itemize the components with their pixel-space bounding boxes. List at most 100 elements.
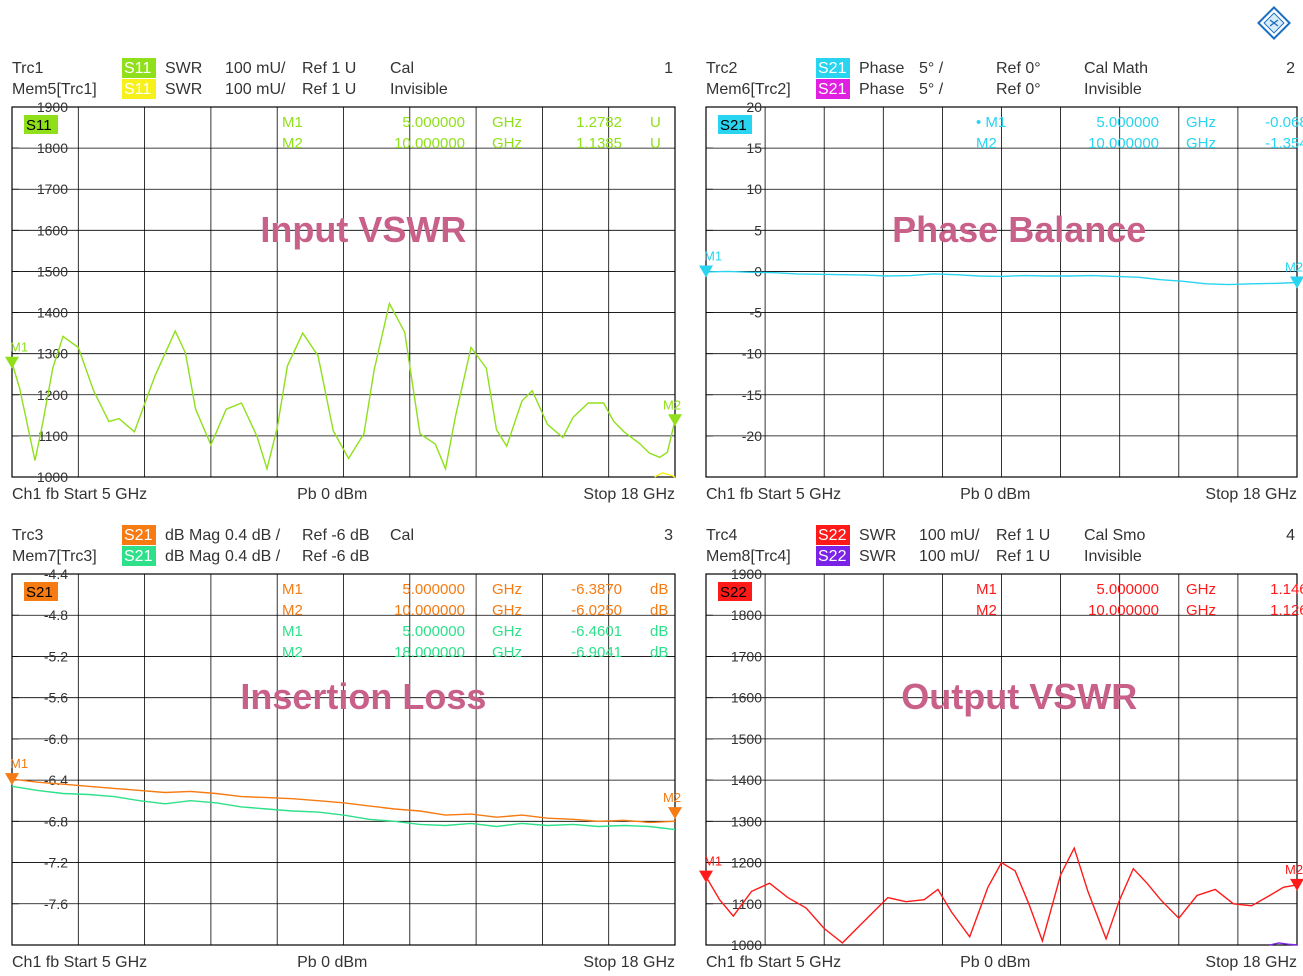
marker-triangle [5, 773, 19, 786]
y-tick-label: 1400 [731, 772, 762, 788]
y-tick-label: -7.2 [44, 855, 68, 871]
marker-value: -6.9041 [571, 644, 622, 661]
marker-frequency-unit: GHz [1186, 135, 1216, 152]
marker-triangle [5, 356, 19, 369]
y-tick-label: 1000 [731, 937, 762, 953]
trace-badge: S22 [818, 548, 847, 565]
y-tick-label: 1400 [37, 305, 68, 321]
trace-label: S21 [26, 584, 53, 601]
trace-badge-bg [816, 79, 850, 99]
marker-point-label: M2 [1285, 862, 1303, 877]
y-tick-label: 1200 [37, 387, 68, 403]
marker-name: M1 [282, 114, 303, 131]
charts-layer: Trc1 S11 SWR 100 mU/Ref 1 U Cal Mem5[Trc1] S11… [5, 58, 1303, 971]
trace-ref: Ref 1 U [996, 527, 1050, 544]
chart-panel-1: Trc1 S11 SWR 100 mU/Ref 1 U Cal Mem5[Trc1] S11… [5, 58, 682, 503]
trace-badge: S11 [124, 81, 151, 98]
marker-value-unit: dB [650, 623, 668, 640]
rohde-schwarz-logo [1257, 6, 1291, 40]
y-tick-label: -6.8 [44, 813, 68, 829]
marker-triangle [699, 265, 713, 278]
trace-label-bg [24, 582, 58, 601]
trace-label: S11 [26, 117, 52, 134]
footer-stop: Stop 18 GHz [583, 954, 675, 971]
trace-status: Invisible [1084, 548, 1142, 565]
marker-name: M2 [976, 135, 997, 152]
marker-frequency-unit: GHz [492, 644, 522, 661]
marker-value-unit: U [650, 135, 661, 152]
y-tick-label: 5 [754, 222, 762, 238]
trace-name: Trc4 [706, 527, 738, 544]
marker-frequency: 5.000000 [402, 623, 465, 640]
trace-name: Mem5[Trc1] [12, 81, 97, 98]
marker-value-unit: dB [650, 644, 668, 661]
marker-triangle [1290, 276, 1303, 289]
y-tick-label: 1800 [37, 140, 68, 156]
panel-title: Phase Balance [892, 209, 1146, 250]
trace-label-bg [718, 115, 752, 134]
marker-frequency: 18.000000 [394, 644, 465, 661]
y-tick-label: -5.6 [44, 690, 68, 706]
panel-title: Output VSWR [901, 676, 1137, 717]
trace-ref: Ref 1 U [996, 548, 1050, 565]
trace-badge-bg [122, 79, 156, 99]
trace-badge: S21 [818, 60, 847, 77]
marker-value: -6.3870 [571, 581, 622, 598]
y-tick-label: 1700 [37, 181, 68, 197]
trace-badge-bg [122, 546, 156, 566]
chart-panel-3: Trc3 S21 dB Mag 0.4 dB / Ref -6 dB Cal Mem7[Tr… [5, 525, 682, 971]
marker-frequency: 10.000000 [1088, 135, 1159, 152]
trace-badge-bg [816, 525, 850, 545]
y-tick-label: 10 [746, 181, 762, 197]
marker-value: 1.1385 [576, 135, 622, 152]
footer-start: Ch1 fb Start 5 GHz [706, 954, 841, 971]
y-tick-label: 15 [746, 140, 762, 156]
trace-format: dB Mag [165, 527, 220, 544]
trace-status: Cal [390, 527, 414, 544]
trace-ref: Ref 0° [996, 60, 1041, 77]
marker-point-label: M2 [663, 790, 681, 805]
marker-frequency: 5.000000 [402, 114, 465, 131]
marker-name: M1 [282, 623, 303, 640]
trace-format: Phase [859, 81, 904, 98]
marker-frequency-unit: GHz [1186, 581, 1216, 598]
y-tick-label: 1100 [38, 428, 68, 444]
trace-status: Invisible [390, 81, 448, 98]
trace-badge: S22 [818, 527, 847, 544]
marker-name: M1 [282, 581, 303, 598]
trace-name: Mem6[Trc2] [706, 81, 791, 98]
trace-ref: Ref -6 dB [302, 548, 370, 565]
y-tick-label: 1900 [731, 566, 762, 582]
series-line-2 [11, 785, 676, 831]
footer-start: Ch1 fb Start 5 GHz [12, 954, 147, 971]
marker-frequency-unit: GHz [492, 114, 522, 131]
trace-badge: S21 [124, 548, 153, 565]
marker-frequency: 5.000000 [1096, 114, 1159, 131]
trace-ref: Ref 1 U [302, 81, 356, 98]
y-tick-label: -4.4 [44, 566, 68, 582]
marker-point-label: M1 [10, 340, 28, 355]
chart-panel-2: Trc2 S21 Phase 5° / Ref 0° Cal Math Mem6[Trc2]… [699, 58, 1303, 503]
y-tick-label: 1600 [731, 690, 762, 706]
trace-name: Trc3 [12, 527, 44, 544]
y-tick-label: 1000 [37, 469, 68, 485]
footer-power: Pb 0 dBm [297, 954, 367, 971]
trace-badge-bg [816, 58, 850, 78]
y-tick-label: -6.0 [44, 731, 68, 747]
marker-point-label: M2 [1285, 260, 1303, 275]
marker-point-label: M1 [10, 756, 28, 771]
window-number: 4 [1286, 527, 1295, 544]
footer-start: Ch1 fb Start 5 GHz [706, 486, 841, 503]
marker-frequency-unit: GHz [492, 581, 522, 598]
series-line-2 [1269, 942, 1298, 946]
y-tick-label: 1200 [731, 855, 762, 871]
marker-name: M2 [282, 135, 303, 152]
trace-label: S21 [720, 117, 747, 134]
marker-name: • M1 [976, 114, 1006, 131]
trace-scale: 5° / [919, 81, 944, 98]
marker-value-unit: U [650, 114, 661, 131]
series-line-1 [11, 301, 676, 472]
trace-format: SWR [859, 527, 896, 544]
trace-format: SWR [165, 81, 202, 98]
marker-triangle [668, 807, 682, 820]
